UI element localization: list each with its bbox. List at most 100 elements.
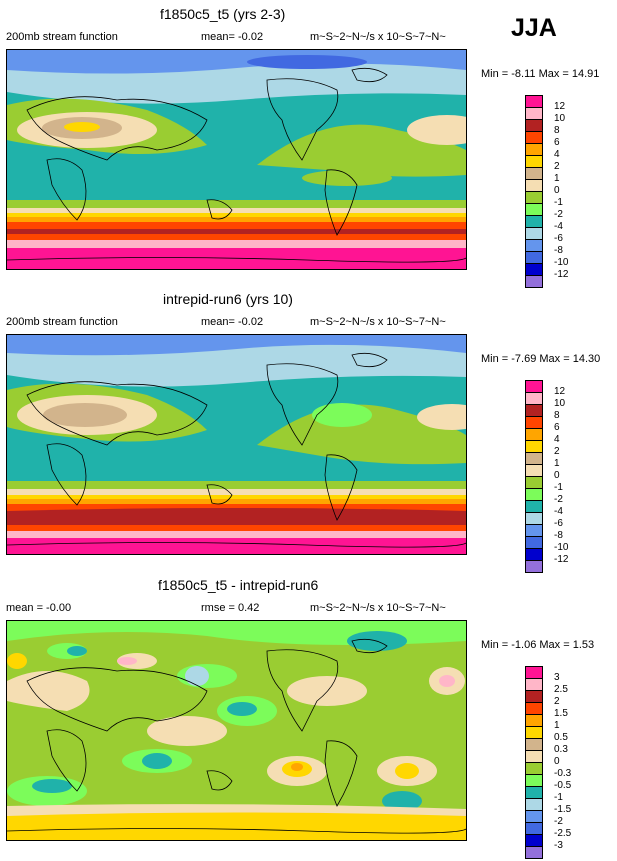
legend-swatch (525, 167, 543, 179)
legend-label: 0 (554, 470, 560, 481)
panel-3-minmax: Min = -1.06 Max = 1.53 (481, 639, 595, 651)
legend-swatch (525, 251, 543, 263)
panel-1-title: f1850c5_t5 (yrs 2-3) (160, 6, 286, 22)
panel-1-variable-label: 200mb stream function (6, 31, 118, 43)
legend-swatch (525, 500, 543, 512)
panel-2-legend-bar (525, 380, 543, 573)
legend-label: 10 (554, 398, 566, 409)
legend-label: 0.3 (554, 744, 568, 755)
legend-label: -8 (554, 530, 563, 541)
legend-label: -1.5 (554, 804, 572, 815)
legend-label: 1 (554, 173, 560, 184)
legend-label: -1 (554, 197, 563, 208)
legend-swatch (525, 215, 543, 227)
legend-swatch (525, 834, 543, 846)
panel-1-legend-bar (525, 95, 543, 288)
legend-swatch (525, 131, 543, 143)
legend-swatch (525, 380, 543, 392)
legend-swatch (525, 714, 543, 726)
legend-label: -8 (554, 245, 563, 256)
legend-swatch (525, 428, 543, 440)
legend-label: 3 (554, 672, 560, 683)
legend-swatch (525, 822, 543, 834)
legend-swatch (525, 416, 543, 428)
panel-2-minmax: Min = -7.69 Max = 14.30 (481, 353, 601, 365)
legend-swatch (525, 476, 543, 488)
legend-label: 2 (554, 161, 560, 172)
legend-label: 1 (554, 720, 560, 731)
legend-swatch (525, 95, 543, 107)
panel-3-map (6, 620, 467, 841)
legend-swatch (525, 726, 543, 738)
panel-3-legend-bar (525, 666, 543, 859)
legend-label: -4 (554, 506, 563, 517)
legend-swatch (525, 512, 543, 524)
legend-label: 8 (554, 125, 560, 136)
legend-swatch (525, 560, 543, 573)
legend-label: 4 (554, 434, 560, 445)
legend-swatch (525, 203, 543, 215)
panel-2-variable-label: 200mb stream function (6, 316, 118, 328)
legend-swatch (525, 404, 543, 416)
legend-label: 2.5 (554, 684, 568, 695)
legend-label: 6 (554, 422, 560, 433)
legend-swatch (525, 738, 543, 750)
legend-swatch (525, 702, 543, 714)
panel-1-mean-label: mean= -0.02 (201, 31, 264, 43)
legend-swatch (525, 239, 543, 251)
panel-2-mean-label: mean= -0.02 (201, 316, 264, 328)
legend-label: -4 (554, 221, 563, 232)
legend-swatch (525, 536, 543, 548)
legend-swatch (525, 678, 543, 690)
legend-label: -1 (554, 792, 563, 803)
legend-swatch (525, 666, 543, 678)
legend-swatch (525, 690, 543, 702)
legend-swatch (525, 488, 543, 500)
legend-swatch (525, 275, 543, 288)
legend-swatch (525, 107, 543, 119)
legend-swatch (525, 786, 543, 798)
legend-swatch (525, 798, 543, 810)
legend-label: -6 (554, 518, 563, 529)
panel-2-map (6, 334, 467, 555)
panel-1-map (6, 49, 467, 270)
legend-swatch (525, 143, 543, 155)
legend-label: 12 (554, 101, 566, 112)
panel-1-units-label: m~S~2~N~/s x 10~S~7~N~ (310, 31, 446, 43)
legend-label: -10 (554, 257, 569, 268)
legend-label: 1.5 (554, 708, 568, 719)
panel-3-units-label: m~S~2~N~/s x 10~S~7~N~ (310, 602, 446, 614)
legend-label: 8 (554, 410, 560, 421)
legend-label: 1 (554, 458, 560, 469)
legend-label: 0.5 (554, 732, 568, 743)
legend-label: -1 (554, 482, 563, 493)
legend-label: -2 (554, 494, 563, 505)
legend-label: -2.5 (554, 828, 572, 839)
panel-2-title: intrepid-run6 (yrs 10) (163, 291, 293, 307)
legend-label: 10 (554, 113, 566, 124)
legend-label: -0.3 (554, 768, 572, 779)
legend-swatch (525, 263, 543, 275)
panel-3-rmse-label: rmse = 0.42 (201, 602, 260, 614)
legend-label: 2 (554, 446, 560, 457)
legend-label: 6 (554, 137, 560, 148)
legend-label: -0.5 (554, 780, 572, 791)
legend-label: -2 (554, 209, 563, 220)
legend-swatch (525, 179, 543, 191)
legend-label: -3 (554, 840, 563, 851)
legend-label: -12 (554, 554, 569, 565)
legend-label: 2 (554, 696, 560, 707)
panel-3-title: f1850c5_t5 - intrepid-run6 (158, 577, 319, 593)
legend-label: 0 (554, 185, 560, 196)
legend-swatch (525, 548, 543, 560)
legend-swatch (525, 464, 543, 476)
legend-swatch (525, 750, 543, 762)
legend-swatch (525, 392, 543, 404)
legend-swatch (525, 119, 543, 131)
legend-label: 12 (554, 386, 566, 397)
legend-label: -12 (554, 269, 569, 280)
legend-swatch (525, 846, 543, 859)
legend-swatch (525, 774, 543, 786)
legend-swatch (525, 155, 543, 167)
legend-swatch (525, 452, 543, 464)
